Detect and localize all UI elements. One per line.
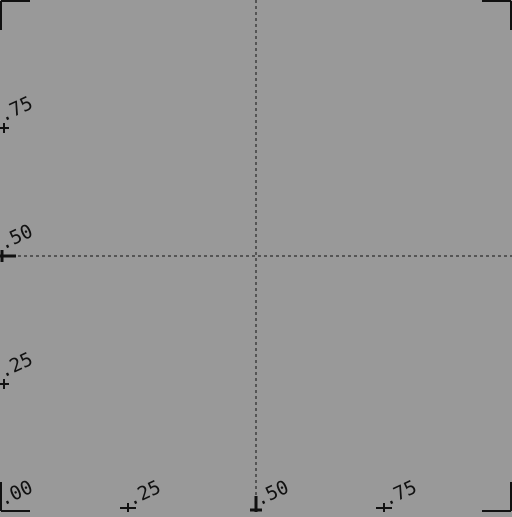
x-tick-label-25: .25	[124, 476, 164, 510]
x-tick-label-75: .75	[380, 476, 420, 510]
corner-bracket-top-right	[482, 0, 512, 30]
y-tick-label-75: .75	[0, 92, 36, 126]
y-tick-marks	[0, 123, 16, 389]
y-tick-mark-75	[0, 123, 9, 133]
y-tick-label-50: .50	[0, 220, 36, 254]
x-tick-label-50: .50	[252, 476, 292, 510]
corner-bracket-top-left	[0, 0, 30, 30]
x-tick-mark-25	[120, 503, 136, 512]
corner-bracket-bottom-left	[0, 482, 30, 512]
origin-label: .00	[0, 476, 36, 510]
corner-bracket-bottom-right	[482, 482, 512, 512]
y-tick-label-25: .25	[0, 348, 36, 382]
y-tick-mark-25	[0, 379, 9, 389]
x-tick-mark-75	[376, 503, 392, 512]
x-tick-marks	[120, 496, 392, 512]
y-tick-mark-50	[0, 250, 16, 262]
x-tick-mark-50	[250, 496, 262, 512]
